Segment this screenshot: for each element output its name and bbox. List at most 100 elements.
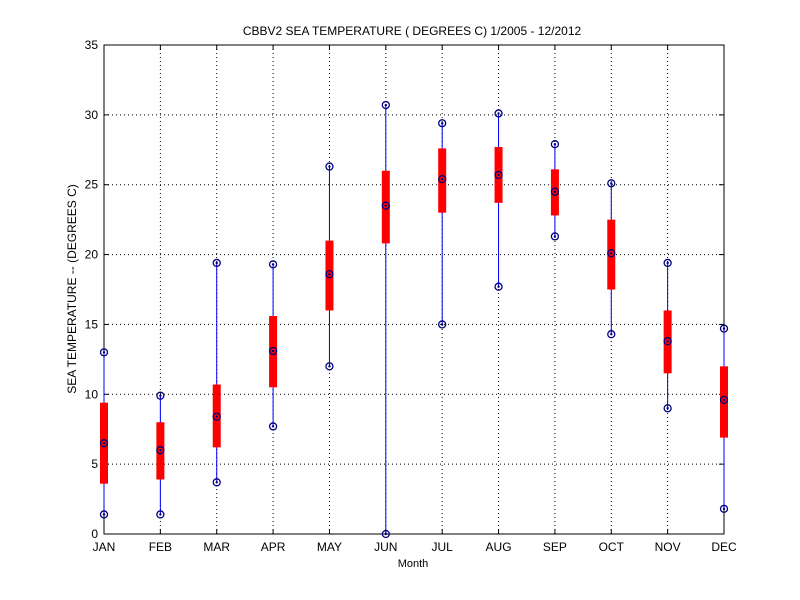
x-tick-label-dec: DEC bbox=[711, 540, 737, 554]
min-marker-dot-nov bbox=[666, 407, 669, 410]
median-marker-dot-jun bbox=[384, 204, 388, 207]
x-tick-label-aug: AUG bbox=[486, 540, 512, 554]
min-marker-dot-apr bbox=[271, 425, 275, 428]
min-marker-dot-aug bbox=[497, 285, 500, 288]
median-marker-aug bbox=[494, 170, 503, 180]
median-marker-jun bbox=[381, 201, 390, 210]
median-marker-feb bbox=[156, 446, 165, 455]
iqr-box-dec bbox=[720, 366, 728, 438]
x-tick-label-jul: JUL bbox=[432, 540, 454, 554]
median-marker-nov bbox=[663, 337, 672, 346]
x-tick-label-oct: OCT bbox=[599, 540, 625, 554]
max-marker-dot-jun bbox=[384, 103, 388, 107]
median-marker-dot-may bbox=[328, 272, 331, 276]
max-marker-dot-sep bbox=[553, 142, 557, 146]
max-marker-jan bbox=[99, 348, 109, 357]
median-marker-dot-jul bbox=[440, 177, 444, 181]
median-marker-dot-aug bbox=[497, 173, 500, 177]
median-marker-dot-dec bbox=[722, 398, 726, 402]
max-marker-dot-dec bbox=[722, 327, 726, 330]
max-marker-dec bbox=[719, 324, 729, 333]
median-marker-jan bbox=[99, 439, 109, 448]
max-marker-apr bbox=[268, 260, 278, 269]
median-marker-dot-mar bbox=[215, 415, 218, 418]
min-marker-dot-jan bbox=[102, 513, 106, 516]
median-marker-dec bbox=[719, 395, 729, 405]
max-marker-dot-mar bbox=[215, 261, 218, 265]
x-axis-ticks: JAN FEB MAR APR MAY JUN JUL AUG SEP OCT NOV DEC bbox=[93, 45, 737, 554]
y-tick-label: 15 bbox=[85, 317, 99, 331]
min-marker-nov bbox=[663, 404, 672, 413]
max-marker-dot-nov bbox=[666, 261, 669, 265]
x-tick-label-feb: FEB bbox=[149, 540, 172, 554]
y-tick-label: 20 bbox=[85, 248, 99, 262]
iqr-box-may bbox=[325, 240, 334, 311]
max-marker-jul bbox=[438, 119, 447, 128]
max-marker-dot-jul bbox=[440, 122, 444, 125]
x-tick-label-nov: NOV bbox=[655, 540, 681, 554]
min-marker-apr bbox=[268, 422, 278, 431]
y-axis-label: SEA TEMPERATURE -- (DEGREES C) bbox=[65, 184, 79, 394]
max-marker-mar bbox=[212, 258, 221, 268]
iqr-box-oct bbox=[607, 219, 616, 290]
min-marker-dot-dec bbox=[722, 507, 726, 511]
min-marker-jun bbox=[381, 529, 390, 539]
min-marker-oct bbox=[607, 330, 616, 339]
max-marker-dot-jan bbox=[102, 351, 106, 354]
min-marker-jan bbox=[99, 510, 109, 519]
y-tick-label: 25 bbox=[85, 178, 99, 192]
min-marker-may bbox=[325, 362, 334, 371]
min-marker-jul bbox=[438, 320, 447, 329]
min-marker-dot-feb bbox=[159, 513, 162, 516]
min-marker-dot-sep bbox=[553, 235, 557, 238]
plot-area-frame bbox=[103, 44, 725, 535]
y-tick-label: 5 bbox=[91, 457, 98, 471]
chart-title: CBBV2 SEA TEMPERATURE ( DEGREES C) 1/200… bbox=[243, 24, 582, 38]
box-plot-marks bbox=[99, 100, 729, 539]
y-tick-label: 30 bbox=[85, 108, 99, 122]
max-marker-dot-feb bbox=[159, 394, 162, 397]
min-marker-feb bbox=[156, 510, 165, 519]
median-marker-sep bbox=[550, 187, 560, 196]
x-axis-label: Month bbox=[398, 558, 429, 570]
y-tick-label: 10 bbox=[85, 387, 99, 401]
iqr-box-jul bbox=[438, 148, 447, 213]
median-marker-dot-jan bbox=[102, 441, 106, 445]
max-marker-dot-oct bbox=[610, 182, 613, 185]
max-marker-nov bbox=[663, 258, 672, 268]
max-marker-feb bbox=[156, 391, 165, 400]
min-marker-dot-mar bbox=[215, 481, 218, 484]
max-marker-dot-aug bbox=[497, 112, 500, 115]
max-marker-dot-may bbox=[328, 165, 331, 168]
median-marker-dot-nov bbox=[666, 339, 669, 343]
max-marker-may bbox=[325, 162, 334, 171]
min-marker-dot-may bbox=[328, 365, 331, 368]
x-tick-label-jun: JUN bbox=[374, 540, 397, 554]
min-marker-dot-oct bbox=[610, 333, 613, 336]
min-marker-dot-jul bbox=[440, 323, 444, 326]
min-marker-aug bbox=[494, 282, 503, 291]
median-marker-mar bbox=[212, 412, 221, 421]
min-marker-mar bbox=[212, 478, 221, 487]
median-marker-dot-oct bbox=[610, 251, 613, 255]
max-marker-sep bbox=[550, 140, 560, 149]
x-tick-label-may: MAY bbox=[317, 540, 342, 554]
median-marker-jul bbox=[438, 174, 447, 184]
x-tick-label-mar: MAR bbox=[203, 540, 230, 554]
median-marker-may bbox=[325, 269, 334, 279]
y-tick-label: 0 bbox=[91, 527, 98, 541]
min-marker-dec bbox=[719, 504, 729, 514]
median-marker-dot-apr bbox=[271, 349, 275, 353]
max-marker-oct bbox=[607, 179, 616, 188]
min-marker-dot-jun bbox=[384, 532, 388, 536]
x-tick-label-jan: JAN bbox=[93, 540, 116, 554]
max-marker-aug bbox=[494, 109, 503, 118]
iqr-box-jun bbox=[381, 170, 390, 244]
min-marker-sep bbox=[550, 232, 560, 241]
median-marker-dot-sep bbox=[553, 190, 557, 193]
max-marker-jun bbox=[381, 100, 390, 110]
median-marker-apr bbox=[268, 346, 278, 356]
max-marker-dot-apr bbox=[271, 263, 275, 266]
